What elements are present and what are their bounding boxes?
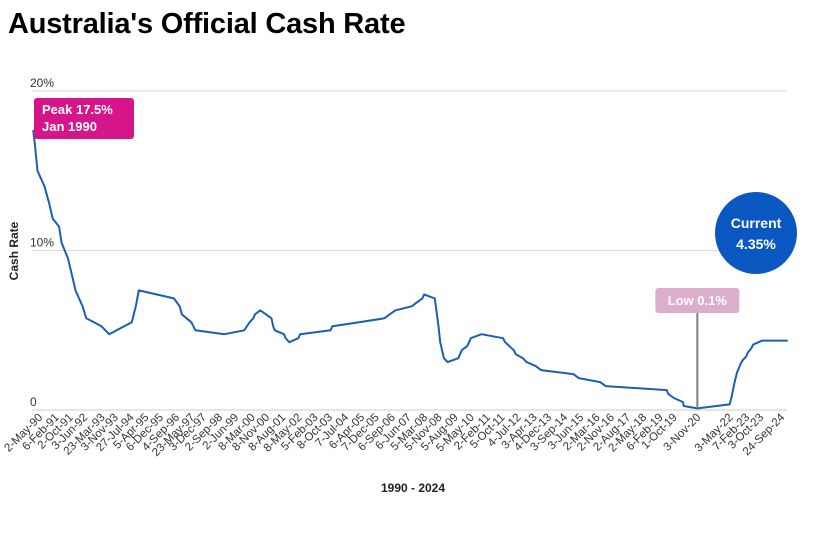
low-label-box xyxy=(655,288,740,313)
low-annotation: Low 0.1% xyxy=(655,288,740,409)
current-rate-circle xyxy=(715,192,797,274)
current-label-line1: Current xyxy=(731,215,782,231)
peak-label-line1: Peak 17.5% xyxy=(42,102,113,117)
x-axis-label: 1990 - 2024 xyxy=(381,481,445,495)
low-label-text: Low 0.1% xyxy=(668,293,728,308)
peak-label-box xyxy=(34,98,134,139)
y-axis-ticks: 0 10% 20% xyxy=(30,76,54,409)
peak-annotation: Peak 17.5% Jan 1990 xyxy=(34,98,134,139)
y-tick-label: 20% xyxy=(30,76,54,90)
series-layer xyxy=(32,129,788,410)
current-annotation: Current 4.35% xyxy=(715,192,797,274)
x-axis-ticks: 2-May-906-Feb-912-Oct-913-Jun-9223-Mar-9… xyxy=(2,411,787,459)
grid-lines xyxy=(32,90,787,411)
y-tick-label: 10% xyxy=(30,236,54,250)
y-axis-label: Cash Rate xyxy=(7,221,21,280)
page-title: Australia's Official Cash Rate xyxy=(8,8,406,40)
annotations: Peak 17.5% Jan 1990 Low 0.1% Current 4.35% xyxy=(34,98,797,409)
current-label-line2: 4.35% xyxy=(736,236,776,252)
series-line-cash-rate xyxy=(32,129,788,410)
peak-label-line2: Jan 1990 xyxy=(42,119,97,134)
y-tick-label: 0 xyxy=(30,395,37,409)
